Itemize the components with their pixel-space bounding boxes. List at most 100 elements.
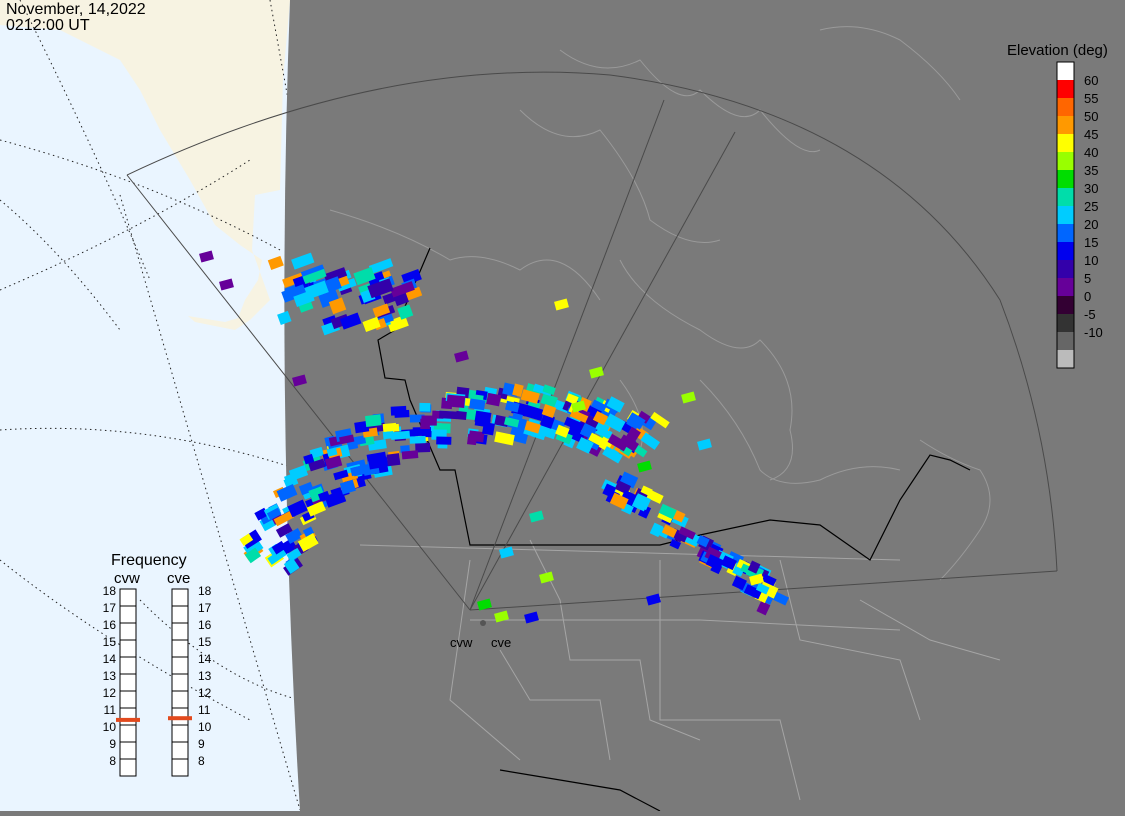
scatter-cell [291,252,315,270]
radar-label-cve: cve [491,635,511,650]
scatter-cell [333,469,349,481]
us-mexico-border [499,769,661,812]
scatter-cell [592,410,608,426]
scatter-cell [397,304,414,320]
colorbar-swatch [1057,296,1074,314]
scatter-cell [661,524,678,538]
scatter-cell [524,420,541,434]
scatter-cell [477,598,492,611]
scatter-cell [328,297,347,315]
scatter-cell [569,409,589,423]
colorbar-swatch [1057,98,1074,116]
scatter-cell [678,526,696,540]
colorbar-tick-label: 10 [1084,253,1098,268]
scatter-cell [626,426,641,442]
frequency-scale-label: 15 [198,635,212,649]
frequency-scale-label: 15 [103,635,117,649]
scatter-cell [755,582,770,595]
scatter-cell [749,573,764,586]
scatter-cell [539,413,556,429]
colorbar-tick-label: 40 [1084,145,1098,160]
scatter-cell [455,410,467,421]
scatter-cell [541,404,557,418]
scatter-cell [646,593,661,606]
scatter-cell [669,538,682,550]
frequency-scale-label: 14 [198,652,212,666]
borders [359,539,1001,801]
scatter-cell [283,557,300,574]
scatter-cell [419,402,431,412]
scatter-cell [524,611,539,624]
scatter-cell [297,533,319,552]
canada-us-border [377,247,971,561]
colorbar: Elevation (deg) 605550454035302520151050… [1007,42,1108,369]
scatter-cell [386,314,409,333]
scatter-cell [403,286,423,302]
colorbar-swatch [1057,314,1074,332]
scatter-cell [415,442,431,453]
scatter-cell [524,405,545,422]
scatter-cell [602,446,623,464]
colorbar-swatch [1057,350,1074,368]
scatter-cell [474,410,492,425]
frequency-scale-label: 8 [198,754,205,768]
scatter-cell [386,453,401,467]
colorbar-tick-label: 15 [1084,235,1098,250]
scatter-cell [697,438,712,451]
scatter-cell [336,278,357,292]
scatter-cell [309,446,324,459]
frequency-scale-box [171,588,189,777]
scatter-cell [576,436,594,454]
frequency-scale-label: 12 [198,686,212,700]
backscatter-cells [199,250,790,624]
scatter-cell [368,456,389,470]
frequency-scale-label: 16 [103,618,117,632]
scatter-cell [367,271,386,286]
scatter-cell [658,503,677,520]
radar-label-cvw: cvw [450,635,473,650]
scatter-cell [401,269,422,286]
scatter-cell [382,422,397,432]
colorbar-swatch [1057,206,1074,224]
frequency-label-cvw: cvw [114,570,140,587]
colorbar-tick-label: 5 [1084,271,1091,286]
scatter-cell [606,396,625,413]
scatter-cell [286,547,302,562]
colorbar-swatch [1057,80,1074,98]
colorbar-swatch [1057,260,1074,278]
frequency-title: Frequency [111,552,187,569]
scatter-cell [409,435,426,444]
scatter-cell [303,453,315,465]
colorbar-swatch [1057,170,1074,188]
scatter-cell [199,250,214,263]
colorbar-swatch [1057,224,1074,242]
scatter-cell [287,499,308,518]
scatter-cell [565,393,579,405]
scatter-cell [649,522,664,538]
scatter-cell [338,434,355,445]
scatter-cell [364,414,382,428]
scatter-cell [595,421,610,435]
scatter-cell [239,533,254,547]
scatter-cell [302,526,315,538]
scatter-cell [390,281,415,298]
scatter-cell [454,350,469,363]
frequency-scale-label: 9 [198,737,205,751]
frequency-scale-label: 11 [198,703,211,717]
colorbar-tick-label: 20 [1084,217,1098,232]
colorbar-swatch [1057,242,1074,260]
scatter-cell [756,600,771,616]
scatter-cell [273,510,295,527]
night-region [284,0,1125,811]
scatter-cell [401,450,419,460]
scatter-cell [542,384,556,396]
colorbar-frame [1056,61,1075,369]
scatter-cell [281,284,307,303]
scatter-cell [324,276,342,293]
coastlines [329,26,991,581]
scatter-cell [323,267,348,284]
scatter-cell [390,430,411,440]
frequency-scale-label: 18 [198,584,212,598]
date-label: November, 14,2022 [6,1,146,18]
